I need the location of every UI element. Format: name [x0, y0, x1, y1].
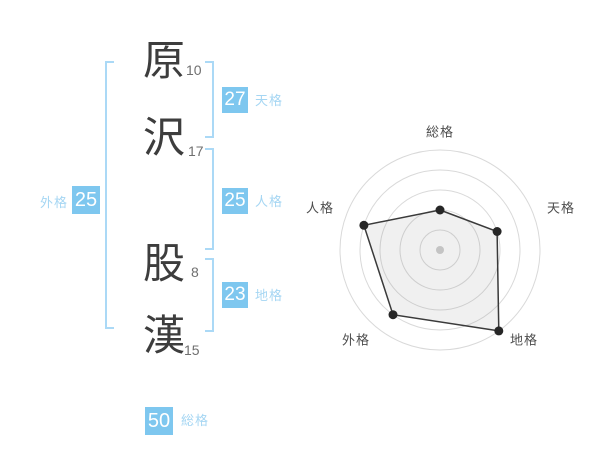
- soukaku-label: 総格: [181, 413, 210, 428]
- radar-point-0: [435, 205, 445, 215]
- radar-axis-label-3: 外格: [342, 332, 370, 347]
- name-character-4: 漢: [142, 312, 185, 359]
- jinkaku-value-box: 25: [222, 188, 248, 214]
- stroke-count-2: 17: [188, 143, 204, 159]
- radar-axis-label-4: 人格: [306, 200, 334, 215]
- soukaku-bracket: [105, 61, 114, 329]
- name-character-3: 股: [142, 240, 185, 287]
- chikaku-label: 地格: [255, 288, 284, 303]
- radar-point-4: [359, 220, 369, 230]
- radar-axis-label-0: 総格: [426, 124, 454, 139]
- stroke-count-1: 10: [186, 62, 202, 78]
- tenkaku-value-box: 27: [222, 87, 248, 113]
- name-character-2: 沢: [142, 114, 185, 161]
- gaikaku-label: 外格: [39, 195, 68, 210]
- jinkaku-bracket: [205, 148, 214, 250]
- tenkaku-label: 天格: [255, 93, 284, 108]
- chikaku-value-box: 23: [222, 282, 248, 308]
- radar-polygon: [362, 209, 500, 332]
- radar-axis-label-1: 天格: [547, 200, 575, 215]
- tenkaku-bracket: [205, 61, 214, 138]
- name-character-1: 原: [142, 37, 185, 84]
- radar-point-2: [494, 326, 504, 336]
- stroke-count-4: 15: [184, 342, 200, 358]
- soukaku-value-box: 50: [145, 407, 173, 435]
- jinkaku-label: 人格: [255, 194, 284, 209]
- radar-axis-label-2: 地格: [510, 332, 538, 347]
- radar-center-dot: [436, 246, 444, 254]
- gaikaku-value-box: 25: [72, 186, 100, 214]
- chikaku-bracket: [205, 258, 214, 332]
- stroke-count-3: 8: [191, 264, 199, 280]
- radar-point-1: [492, 227, 502, 236]
- radar-point-3: [388, 310, 398, 320]
